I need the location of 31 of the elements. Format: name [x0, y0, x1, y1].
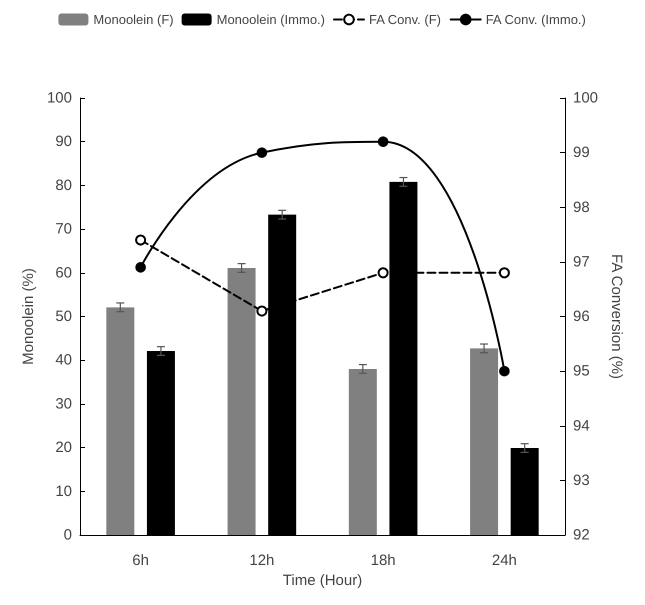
x-tick-label: 24h [492, 552, 517, 569]
x-tick-label: 12h [249, 552, 274, 569]
legend-label: Monoolein (F) [93, 12, 174, 27]
legend-label: FA Conv. (Immo.) [486, 12, 586, 27]
y-tick-label: 10 [55, 482, 72, 500]
y2-tick-label: 99 [573, 144, 590, 162]
y2-tick-label: 94 [573, 417, 590, 434]
y-tick-label: 60 [55, 264, 72, 282]
y-tick-label: 20 [55, 439, 72, 456]
y-tick-label: 100 [46, 90, 72, 106]
x-tick-label: 18h [370, 552, 396, 569]
y-tick-label: 0 [64, 526, 72, 544]
y-tick-label: 70 [55, 220, 72, 238]
y2-axis-title: FA Conversion (%) [608, 254, 625, 380]
x-tick-label: 6h [132, 552, 149, 569]
y2-tick-label: 100 [573, 90, 598, 106]
y2-tick-label: 98 [573, 198, 590, 216]
y2-tick-label: 96 [573, 308, 590, 325]
y2-tick-label: 92 [573, 526, 590, 544]
legend-label: Monoolein (Immo.) [216, 12, 325, 27]
y-axis-title: Monoolein (%) [20, 268, 38, 365]
y-tick-label: 40 [55, 352, 72, 369]
x-axis-title: Time (Hour) [282, 572, 362, 589]
legend-label: FA Conv. (F) [368, 12, 441, 27]
y-tick-label: 80 [55, 176, 72, 194]
y-tick-label: 50 [55, 308, 72, 325]
y2-tick-label: 93 [573, 472, 590, 489]
y2-tick-label: 97 [573, 253, 590, 270]
y2-tick-label: 95 [573, 362, 590, 380]
y-tick-label: 90 [55, 133, 72, 150]
y-tick-label: 30 [55, 395, 72, 412]
